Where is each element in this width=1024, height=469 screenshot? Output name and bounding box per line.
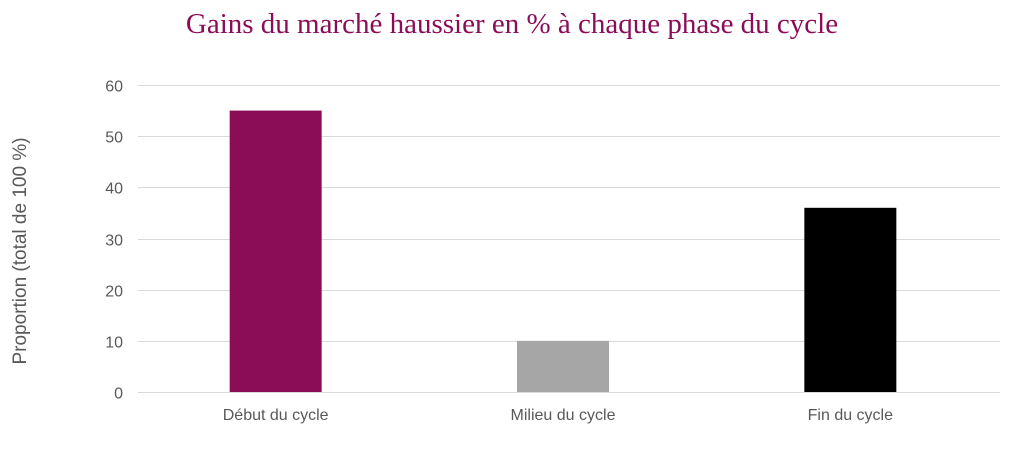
chart-title: Gains du marché haussier en % à chaque p… [185, 8, 839, 40]
bar [229, 110, 322, 392]
y-axis-ticks: 0 10 20 30 40 50 60 [105, 79, 123, 403]
bar [804, 207, 897, 392]
bars [229, 110, 897, 392]
y-tick-label: 30 [105, 233, 123, 250]
y-axis-title: Proportion (total de 100 %) [10, 137, 31, 364]
x-category-label: Fin du cycle [808, 407, 893, 424]
y-tick-label: 20 [105, 284, 123, 301]
y-tick-label: 10 [105, 335, 123, 352]
y-tick-label: 60 [105, 79, 123, 96]
x-category-label: Début du cycle [223, 407, 329, 424]
bar [517, 340, 609, 392]
y-tick-label: 50 [105, 130, 123, 147]
y-tick-label: 0 [114, 386, 123, 403]
x-category-label: Milieu du cycle [511, 407, 616, 424]
y-tick-label: 40 [105, 181, 123, 198]
x-axis-categories: Début du cycle Milieu du cycle Fin du cycl… [223, 407, 893, 424]
